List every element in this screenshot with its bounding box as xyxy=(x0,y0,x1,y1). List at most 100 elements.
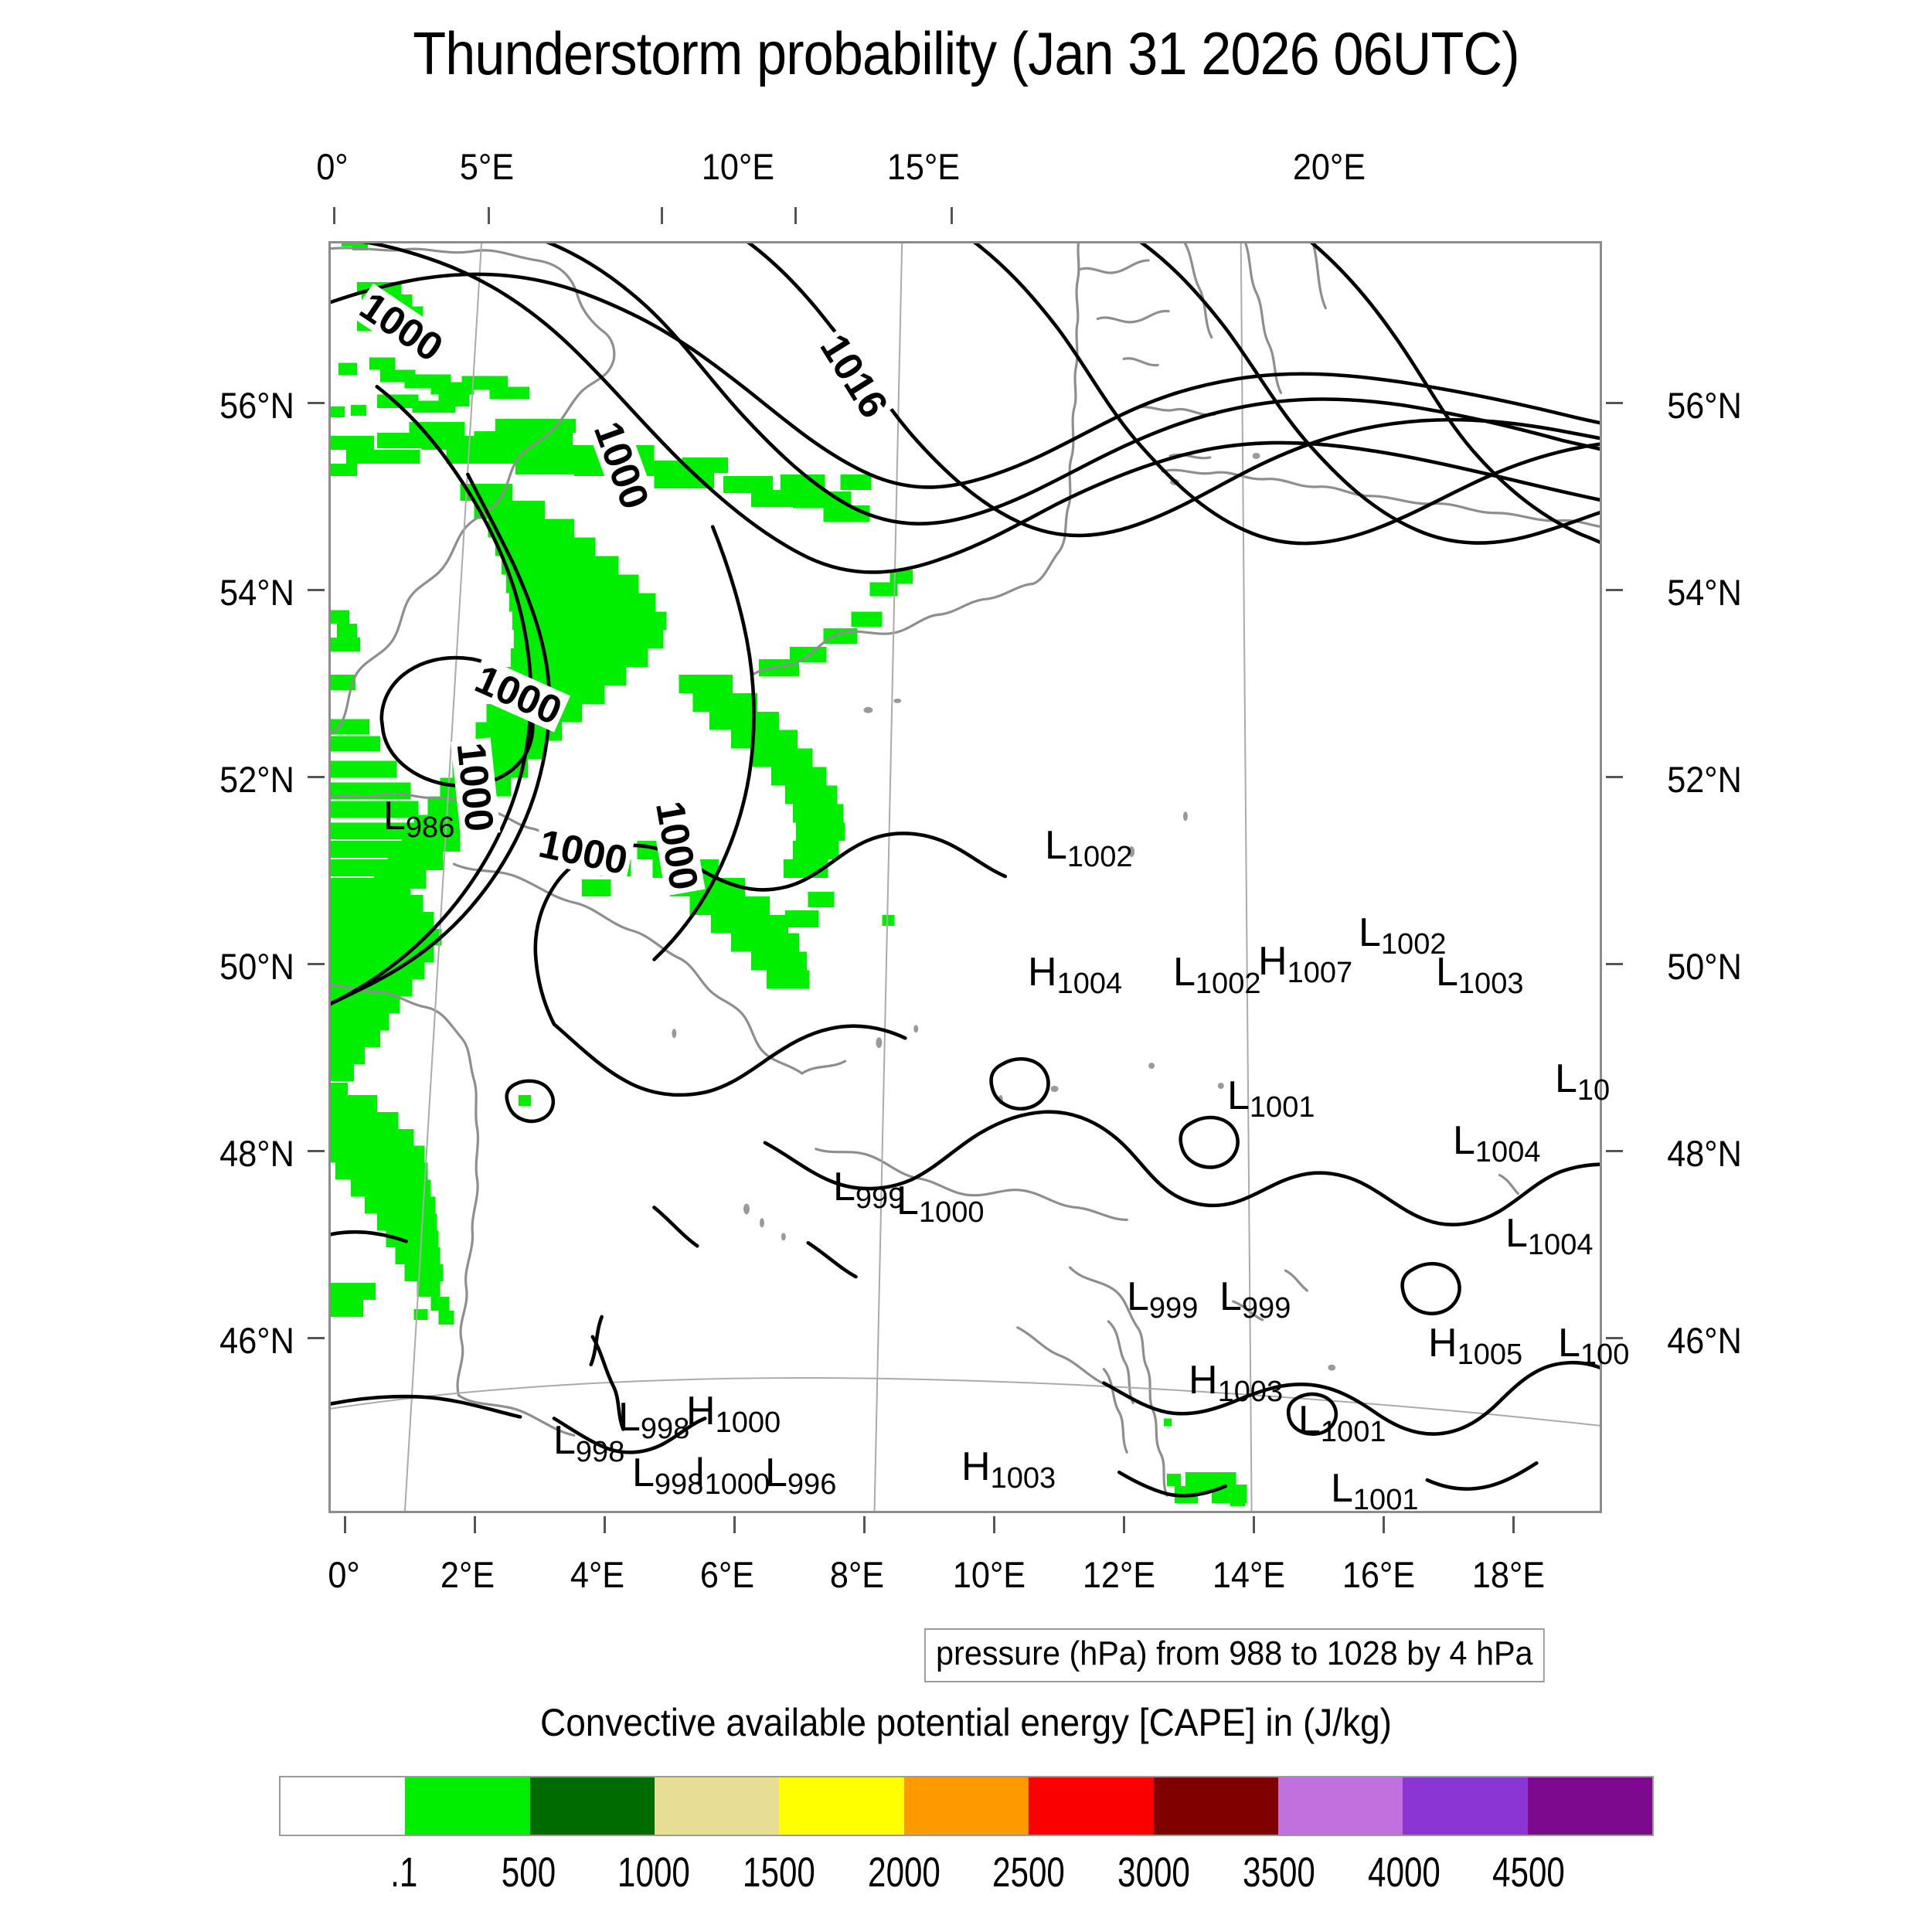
cape-colorbar-cell-7[interactable] xyxy=(1153,1777,1278,1835)
lon-bottom-tick-2 xyxy=(604,1516,606,1533)
cape-colorbar-cell-2[interactable] xyxy=(529,1777,655,1835)
pc-value-21: 998 xyxy=(575,1436,625,1468)
lon-bottom-tick-9 xyxy=(1512,1516,1515,1533)
lat-right-tick-5 xyxy=(1606,1337,1623,1339)
pressure-centre-13: L999 xyxy=(1127,1277,1198,1323)
lon-top-label-2: 10°E xyxy=(701,146,775,187)
lat-left-label-1: 54°N xyxy=(219,572,294,613)
pc-type-20: H xyxy=(686,1389,716,1434)
pressure-centre-6: L1003 xyxy=(1436,950,1523,998)
pc-value-12: 1004 xyxy=(1527,1229,1594,1261)
lon-bottom-label-5: 10°E xyxy=(952,1554,1026,1595)
pc-value-19: 998 xyxy=(640,1413,690,1445)
cape-colorbar[interactable] xyxy=(279,1776,1654,1836)
lat-left-tick-4 xyxy=(308,1150,325,1152)
pc-type-10: L xyxy=(833,1165,855,1209)
lon-bottom-tick-8 xyxy=(1383,1516,1385,1533)
lat-left-tick-1 xyxy=(308,589,325,591)
pc-value-8: 10 xyxy=(1577,1074,1611,1107)
pressure-centre-10: L999 xyxy=(833,1165,904,1213)
cape-colorbar-cell-9[interactable] xyxy=(1403,1777,1528,1835)
lon-bottom-label-2: 4°E xyxy=(570,1554,625,1595)
lon-top-tick-2 xyxy=(661,207,663,224)
weather-map[interactable]: 1000 1000 1016 1000 1000 1000 xyxy=(328,241,1602,1513)
coast-specks-layer xyxy=(672,453,1336,1371)
cape-colorbar-tick-6: 3000 xyxy=(1117,1849,1191,1896)
pc-value-9: 1004 xyxy=(1475,1136,1541,1168)
pressure-centre-20: H1000 xyxy=(686,1389,781,1437)
cape-colorbar-cell-1[interactable] xyxy=(405,1777,530,1835)
pressure-centre-22: L998 xyxy=(632,1451,703,1499)
lat-left-tick-5 xyxy=(308,1337,325,1339)
pressure-centre-11: L1000 xyxy=(896,1179,984,1227)
cape-colorbar-cell-10[interactable] xyxy=(1527,1777,1652,1835)
cape-colorbar-tick-1: 500 xyxy=(501,1849,556,1896)
cape-colorbar-tick-9: 4500 xyxy=(1492,1849,1566,1896)
lon-bottom-tick-1 xyxy=(474,1516,476,1533)
pc-type-16: L xyxy=(1558,1321,1580,1366)
pressure-centre-5: H1004 xyxy=(1028,952,1122,998)
pressure-centre-15: H1005 xyxy=(1428,1323,1522,1369)
lon-top-tick-0 xyxy=(333,207,335,224)
lon-top-label-0: 0° xyxy=(316,146,349,187)
lon-top-tick-3 xyxy=(794,207,797,224)
pc-type-24: L xyxy=(765,1451,787,1495)
pressure-centre-0: L986 xyxy=(383,794,454,842)
lat-right-label-0: 56°N xyxy=(1667,385,1742,426)
lat-left-label-0: 56°N xyxy=(219,385,294,426)
pc-value-11: 1000 xyxy=(918,1196,985,1229)
lon-top-label-3: 15°E xyxy=(886,146,961,187)
lat-right-label-1: 54°N xyxy=(1667,572,1742,613)
pc-value-15: 1005 xyxy=(1457,1338,1523,1371)
cape-colorbar-tick-0: .1 xyxy=(389,1849,418,1896)
pressure-centre-9: L1004 xyxy=(1453,1121,1540,1167)
pc-type-6: L xyxy=(1436,950,1458,995)
contour-label-layer: 1000 1000 1016 1000 1000 1000 xyxy=(350,283,897,896)
pressure-caption: pressure (hPa) from 988 to 1028 by 4 hPa xyxy=(924,1628,1545,1682)
pc-type-23: l xyxy=(696,1451,705,1495)
lon-bottom-tick-7 xyxy=(1253,1516,1255,1533)
cape-colorbar-cell-8[interactable] xyxy=(1277,1777,1403,1835)
pc-type-21: L xyxy=(553,1418,576,1463)
lon-bottom-label-7: 14°E xyxy=(1212,1554,1286,1595)
pressure-centre-16: L100 xyxy=(1558,1321,1629,1369)
lat-right-label-5: 46°N xyxy=(1667,1320,1742,1361)
cape-colorbar-cell-5[interactable] xyxy=(903,1777,1029,1835)
cape-colorbar-tick-5: 2500 xyxy=(992,1849,1066,1896)
pc-value-0: 986 xyxy=(405,811,455,844)
lon-bottom-label-8: 16°E xyxy=(1342,1554,1416,1595)
cape-colorbar-cell-4[interactable] xyxy=(779,1777,904,1835)
pc-type-22: L xyxy=(632,1451,655,1495)
lat-right-label-3: 50°N xyxy=(1667,946,1742,987)
pc-type-7: L xyxy=(1227,1073,1250,1118)
pc-type-11: L xyxy=(896,1179,919,1223)
lat-left-tick-3 xyxy=(308,963,325,965)
pressure-centre-17: H1003 xyxy=(1189,1360,1283,1406)
pc-type-12: L xyxy=(1505,1211,1528,1256)
cape-colorbar-tick-7: 3500 xyxy=(1242,1849,1316,1896)
lat-left-label-2: 52°N xyxy=(219,759,294,800)
pressure-centre-21: L998 xyxy=(553,1418,624,1467)
pc-type-25: H xyxy=(961,1444,991,1489)
pc-type-26: L xyxy=(1331,1466,1353,1511)
lat-right-label-2: 52°N xyxy=(1667,759,1742,800)
pc-value-13: 999 xyxy=(1148,1292,1199,1325)
lat-right-tick-3 xyxy=(1606,963,1623,965)
cape-colorbar-tick-4: 2000 xyxy=(867,1849,940,1896)
cape-colorbar-cell-0[interactable] xyxy=(281,1777,406,1835)
pc-value-23: 1000 xyxy=(704,1468,770,1501)
pc-type-0: L xyxy=(383,794,406,838)
lon-bottom-tick-0 xyxy=(344,1516,346,1533)
cape-colorbar-cell-6[interactable] xyxy=(1029,1777,1154,1835)
pc-type-18: L xyxy=(1298,1398,1321,1443)
lon-bottom-tick-6 xyxy=(1123,1516,1125,1533)
pc-value-25: 1003 xyxy=(990,1462,1056,1495)
lon-bottom-label-3: 6°E xyxy=(699,1554,755,1595)
cape-colorbar-cell-3[interactable] xyxy=(655,1777,780,1835)
pressure-centre-3: L1002 xyxy=(1173,952,1260,998)
pc-type-2: L xyxy=(1359,910,1381,955)
pc-value-14: 999 xyxy=(1241,1292,1291,1325)
lon-bottom-tick-5 xyxy=(993,1516,995,1533)
pressure-centre-18: L1001 xyxy=(1298,1398,1386,1447)
pc-value-18: 1001 xyxy=(1320,1416,1386,1448)
